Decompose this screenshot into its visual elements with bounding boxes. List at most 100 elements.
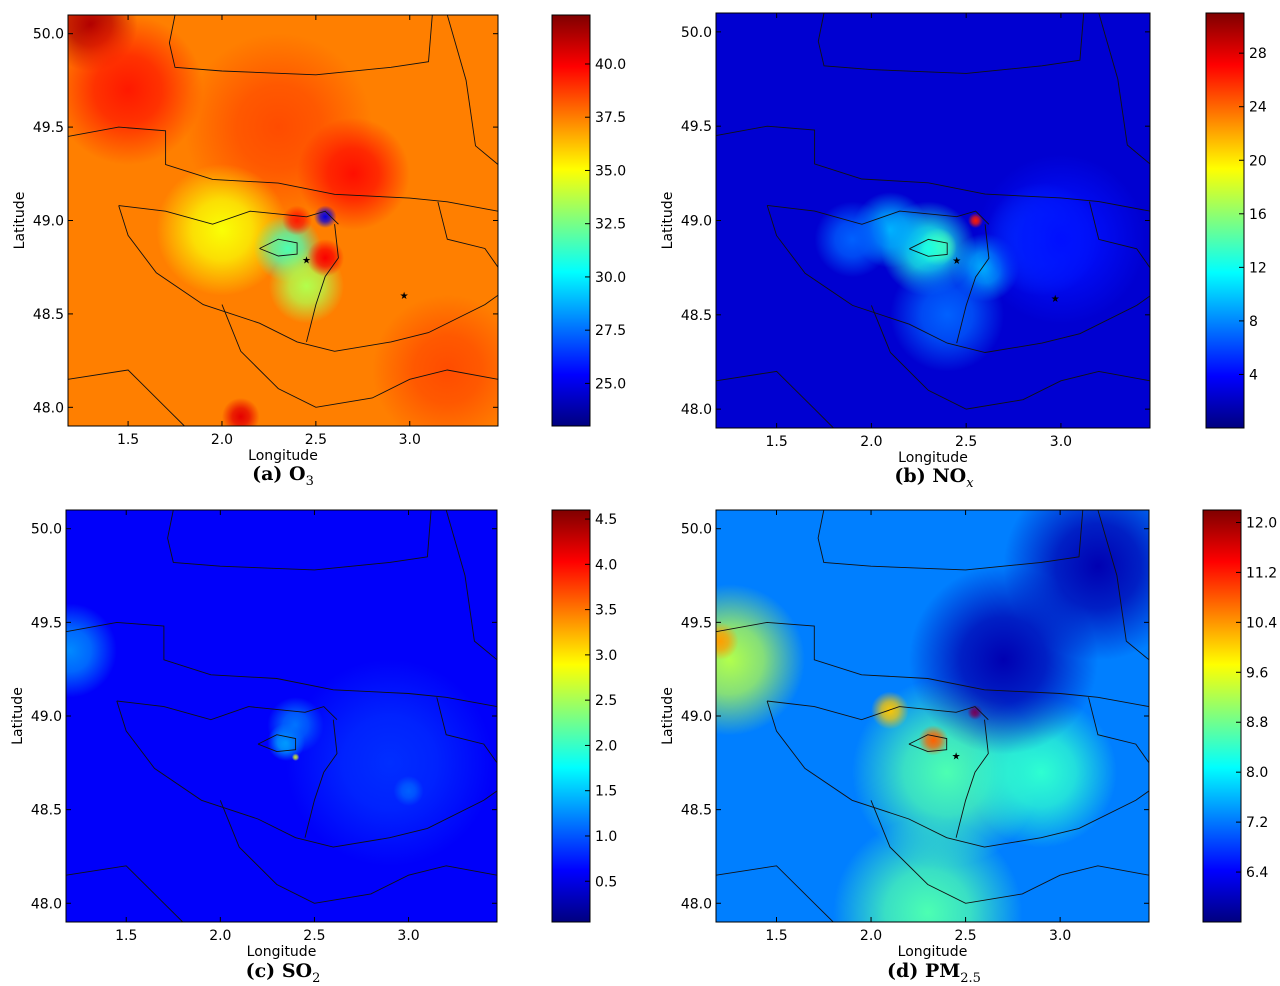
colorbar-tick-label: 20	[1249, 153, 1267, 169]
caption-subscript: 2.5	[960, 970, 981, 986]
boundary-line	[716, 370, 834, 428]
x-tick-label: 2.0	[860, 928, 882, 944]
heatmap-field	[814, 154, 1147, 372]
boundary-line	[766, 700, 1149, 848]
colorbar-tick-label: 1.5	[595, 784, 617, 800]
heatmap-field	[66, 603, 494, 867]
colorbar-tick-label: 32.5	[595, 217, 626, 233]
x-tick-label: 1.5	[766, 434, 788, 450]
caption-species: NO	[932, 465, 967, 487]
x-tick-label: 3.0	[397, 928, 419, 944]
x-tick-label: 2.0	[211, 432, 233, 448]
boundary-line	[116, 700, 338, 721]
caption-nox: (b) NOx	[834, 465, 1034, 491]
boundary-lines	[66, 510, 497, 922]
x-axis-label: Longitude	[898, 944, 968, 960]
boundary-line	[716, 865, 834, 922]
boundary-line	[716, 621, 1149, 708]
heatmap-blob	[372, 294, 498, 426]
colorbar	[551, 14, 591, 427]
heatmap-blob	[286, 659, 494, 867]
heatmap-blob	[282, 205, 313, 236]
x-tick-label: 2.5	[954, 928, 976, 944]
heatmap-blob	[66, 603, 117, 698]
caption-species: O	[289, 463, 306, 485]
caption-label: (a)	[252, 463, 283, 485]
colorbar-tick-label: 8.0	[1246, 765, 1268, 781]
colorbar	[1202, 509, 1242, 923]
colorbar-tick-label: 28	[1249, 46, 1267, 62]
heatmap-field	[68, 15, 498, 426]
y-tick-label: 48.0	[681, 402, 712, 418]
boundary-line	[68, 126, 498, 212]
x-tick-label: 2.0	[860, 434, 882, 450]
colorbar-tick-label: 3.0	[595, 648, 617, 664]
boundary-line	[306, 224, 339, 343]
colorbar-tick-label: 2.0	[595, 738, 617, 754]
boundary-lines	[716, 510, 1149, 922]
station-marker: ★	[1051, 294, 1060, 305]
heatmap-blob	[716, 622, 739, 660]
colorbar-tick-label: 25.0	[595, 376, 626, 392]
colorbar-tick-label: 0.5	[595, 874, 617, 890]
station-marker: ★	[952, 751, 961, 762]
y-tick-label: 50.0	[33, 27, 64, 43]
colorbar-tick-label: 9.6	[1246, 665, 1268, 681]
y-tick-label: 48.5	[681, 308, 712, 324]
y-axis-label: Latitude	[660, 687, 676, 745]
boundary-line	[870, 305, 1150, 410]
colorbar-tick-label: 27.5	[595, 323, 626, 339]
boundary-line	[817, 13, 1085, 74]
boundary-line	[766, 205, 1150, 353]
x-tick-label: 2.5	[955, 434, 977, 450]
y-tick-label: 49.0	[33, 214, 64, 230]
station-marker: ★	[400, 291, 409, 302]
y-tick-label: 49.5	[31, 615, 62, 631]
boundary-line	[436, 697, 497, 764]
boundary-line	[956, 224, 990, 344]
heatmap-blob	[313, 205, 337, 229]
y-tick-label: 49.5	[33, 120, 64, 136]
colorbar-tick-label: 24	[1249, 100, 1267, 116]
x-tick-label: 2.5	[305, 432, 327, 448]
heatmap-blob	[156, 164, 288, 296]
boundary-line	[767, 700, 989, 721]
boundary-line	[909, 238, 948, 257]
boundary-line	[767, 204, 990, 225]
boundary-lines	[716, 13, 1150, 428]
y-axis-label: Latitude	[660, 192, 676, 250]
boundary-line	[445, 510, 497, 661]
colorbar-tick-label: 4.0	[595, 557, 617, 573]
caption-subscript: 3	[305, 473, 314, 489]
boundary-line	[68, 369, 185, 426]
y-tick-label: 50.0	[31, 522, 62, 538]
caption-so2: (c) SO2	[183, 960, 383, 986]
boundary-line	[716, 125, 1150, 212]
boundary-line	[66, 621, 497, 708]
boundary-line	[817, 510, 1084, 571]
colorbar-tick-label: 1.0	[595, 829, 617, 845]
boundary-line	[1088, 201, 1150, 268]
heatmap-blob	[918, 725, 949, 756]
colorbar-tick-label: 2.5	[595, 693, 617, 709]
station-marker: ★	[302, 256, 311, 267]
x-tick-label: 2.0	[209, 928, 231, 944]
x-tick-label: 1.5	[117, 432, 139, 448]
y-tick-label: 48.5	[33, 307, 64, 323]
boundary-line	[221, 304, 498, 408]
boundary-line	[116, 700, 497, 848]
heatmap-blob	[393, 775, 424, 806]
boundary-line	[259, 238, 298, 257]
boundary-line	[1097, 510, 1149, 661]
boundary-line	[168, 15, 433, 76]
heatmap-blob	[716, 584, 805, 736]
heatmap-blob	[975, 154, 1147, 325]
x-tick-label: 1.5	[115, 928, 137, 944]
y-tick-label: 48.0	[681, 896, 712, 912]
caption-label: (c)	[245, 960, 276, 982]
y-axis-label: Latitude	[12, 192, 28, 250]
colorbar-tick-label: 4.5	[595, 512, 617, 528]
